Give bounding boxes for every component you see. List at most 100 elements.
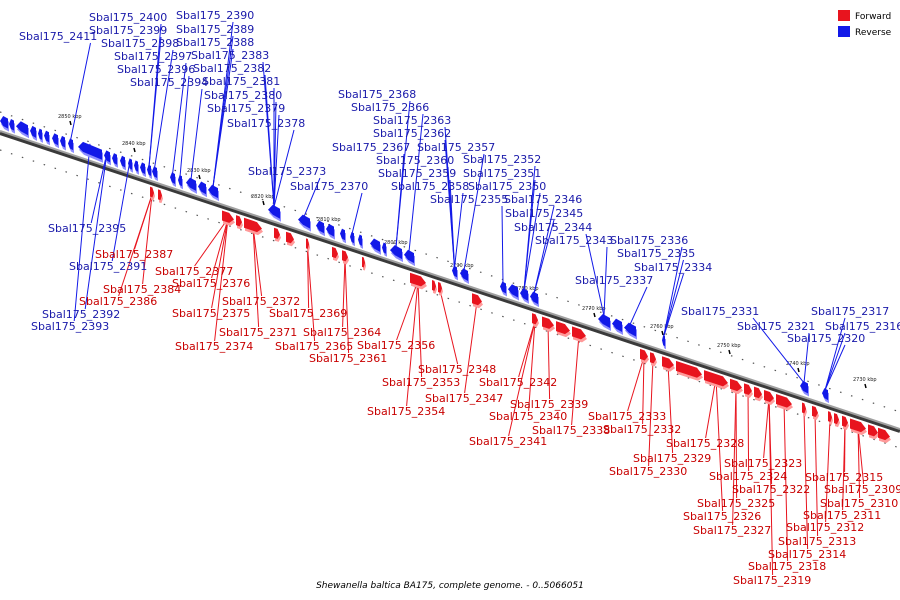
gene-label: Sbal175_2383 (191, 49, 269, 62)
forward-gene-arrow (472, 293, 482, 306)
gene-leader-line (747, 391, 750, 472)
gene-leader-line (211, 218, 229, 309)
gene-leader-line (190, 88, 203, 180)
gene-label: Sbal175_2379 (207, 102, 285, 115)
gene-leader-line (824, 332, 846, 391)
gene-leader-line (396, 280, 419, 341)
gene-leader-line (303, 177, 321, 217)
gene-leader-line (307, 246, 316, 342)
tick-mark (864, 383, 867, 389)
gene-label: Sbal175_2389 (176, 23, 254, 36)
gene-leader-line (395, 153, 405, 248)
gene-label: Sbal175_2377 (155, 265, 233, 278)
tick-label: 2750 kbp (717, 343, 741, 349)
gene-leader-line (783, 401, 789, 562)
gene-label: Sbal175_2343 (535, 234, 613, 247)
gene-leader-line (508, 321, 536, 437)
tick-mark (797, 367, 800, 373)
leader-lines (70, 21, 865, 576)
gene-leader-line (533, 205, 555, 294)
reverse-gene-arrow (198, 181, 206, 195)
gene-leader-line (715, 378, 724, 512)
tick-label: 2850 kbp (58, 114, 82, 120)
tick-label: 2790 kbp (450, 263, 474, 269)
reverse-gene-arrow (390, 245, 402, 260)
gene-leader-line (351, 192, 363, 235)
reverse-gene-arrow (316, 220, 324, 234)
gene-leader-line (252, 225, 260, 328)
gene-label: Sbal175_2339 (510, 398, 588, 411)
reverse-gene-arrow (44, 130, 49, 143)
gene-leader-line (585, 233, 605, 317)
gene-label: Sbal175_2388 (176, 36, 254, 49)
reverse-gene-arrow (508, 284, 518, 298)
reverse-gene-arrow (598, 314, 610, 328)
gene-label: Sbal175_2363 (373, 114, 451, 127)
gene-label: Sbal175_2371 (219, 326, 297, 339)
gene-leader-line (518, 321, 536, 378)
gene-leader-line (648, 360, 654, 467)
gene-label: Sbal175_2323 (724, 457, 802, 470)
reverse-gene-arrow (9, 118, 14, 131)
reverse-gene-arrow (800, 380, 808, 394)
forward-gene-arrow (704, 370, 728, 387)
gene-label: Sbal175_2376 (172, 277, 250, 290)
tick-mark (661, 330, 664, 336)
gene-leader-line (547, 324, 551, 400)
tick-mark (69, 120, 72, 126)
gene-leader-line (449, 179, 455, 268)
gene-leader-line (408, 113, 424, 252)
gene-label: Sbal175_2316 (825, 320, 900, 333)
gene-leader-line (342, 258, 346, 328)
gene-label: Sbal175_2354 (367, 405, 445, 418)
gene-leader-line (735, 386, 738, 499)
gene-label: Sbal175_2374 (175, 340, 253, 353)
gene-leader-line (825, 419, 831, 523)
backbone (0, 130, 900, 430)
legend-label-forward: Forward (855, 12, 891, 22)
forward-gene-arrow (362, 256, 365, 268)
gene-leader-line (273, 101, 277, 207)
forward-gene-arrow (878, 427, 890, 441)
gene-label: Sbal175_2319 (733, 574, 811, 587)
tick-label: 2800 kbp (384, 240, 408, 246)
gene-leader-line (732, 386, 737, 526)
forward-gene-arrow (842, 415, 848, 427)
reverse-gene-arrow (0, 116, 8, 129)
gene-label: Sbal175_2355 (430, 193, 508, 206)
gene-label: Sbal175_2315 (805, 471, 883, 484)
reverse-gene-arrow (147, 164, 151, 176)
gene-leader-line (84, 152, 108, 310)
gene-leader-line (629, 286, 648, 325)
gene-label: Sbal175_2364 (303, 326, 381, 339)
reverse-gene-arrow (152, 166, 157, 178)
gene-leader-line (842, 423, 846, 511)
gene-leader-line (344, 258, 350, 354)
reverse-gene-arrow (68, 138, 73, 151)
gene-leader-line (118, 194, 153, 297)
gene-label: Sbal175_2358 (391, 180, 469, 193)
reverse-gene-arrow (662, 335, 665, 347)
gene-label: Sbal175_2362 (373, 127, 451, 140)
gene-label: Sbal175_2365 (275, 340, 353, 353)
gene-label: Sbal175_2384 (103, 283, 181, 296)
gene-label: Sbal175_2322 (732, 483, 810, 496)
gene-label: Sbal175_2313 (778, 535, 856, 548)
reverse-gene-arrow (520, 288, 528, 301)
gene-leader-line (763, 397, 770, 459)
reverse-gene-arrow (128, 158, 132, 170)
gene-label: Sbal175_2338 (532, 424, 610, 437)
gene-label: Sbal175_2390 (176, 9, 254, 22)
gene-leader-line (501, 205, 504, 284)
legend-swatch-reverse (838, 26, 850, 37)
gene-label: Sbal175_2382 (193, 62, 271, 75)
gene-labels: Sbal175_2411Sbal175_2400Sbal175_2399Sbal… (19, 9, 900, 587)
reverse-gene-arrow (52, 133, 58, 146)
reverse-gene-arrow (112, 153, 117, 165)
reverse-gene-arrow (268, 204, 280, 219)
gene-leader-line (603, 246, 608, 317)
gene-label: Sbal175_2367 (332, 141, 410, 154)
gene-label: Sbal175_2318 (748, 560, 826, 573)
gene-label: Sbal175_2328 (666, 437, 744, 450)
gene-leader-line (264, 74, 275, 207)
